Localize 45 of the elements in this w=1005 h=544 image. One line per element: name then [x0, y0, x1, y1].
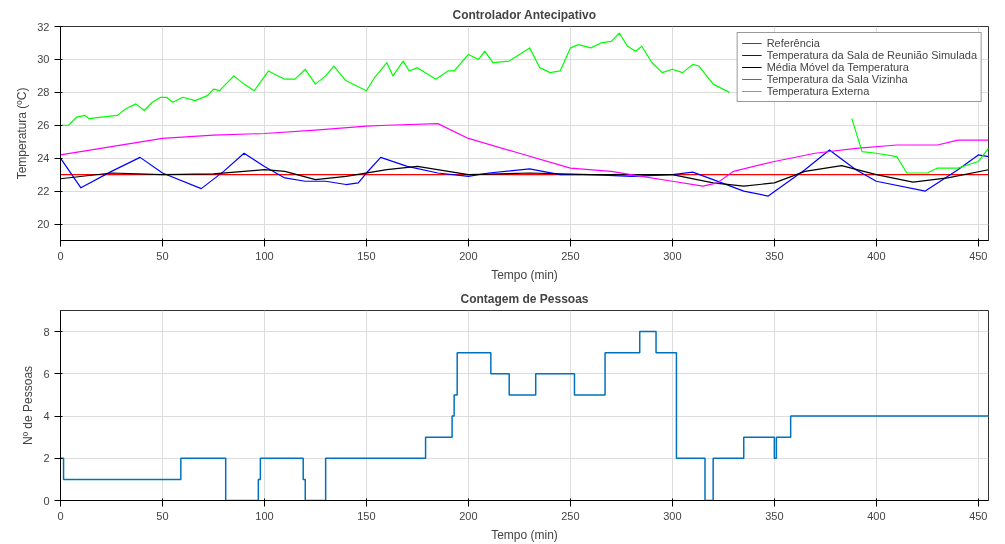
y-tick-label: 6	[43, 367, 50, 380]
x-tick-label: 450	[969, 509, 988, 522]
y-tick-label: 0	[43, 494, 50, 507]
x-tick-label: 450	[969, 249, 988, 262]
line-series	[60, 149, 989, 197]
x-tick-label: 300	[663, 249, 682, 262]
x-tick-label: 150	[357, 509, 376, 522]
y-tick-label: 26	[37, 119, 50, 132]
y-tick-label: 28	[37, 86, 50, 99]
x-tick-label: 200	[459, 509, 478, 522]
y-tick-label: 20	[37, 218, 50, 231]
x-tick-label: 150	[357, 249, 376, 262]
x-tick-label: 250	[561, 249, 580, 262]
x-tick-label: 400	[867, 509, 886, 522]
y-tick-label: 4	[43, 410, 50, 423]
x-tick-label: 350	[765, 249, 784, 262]
x-tick-label: 250	[561, 509, 580, 522]
x-tick-label: 100	[255, 509, 274, 522]
y-tick-label: 2	[43, 452, 50, 465]
line-series	[60, 123, 989, 187]
x-tick-label: 100	[255, 249, 274, 262]
legend-label: Média Móvel da Temperatura	[766, 61, 909, 73]
x-tick-label: 300	[663, 509, 682, 522]
y-axis-title: Nº de Pessoas	[21, 365, 36, 446]
legend-label: Temperatura da Sala de Reunião Simulada	[766, 49, 977, 61]
x-tick-label: 50	[156, 249, 169, 262]
x-tick-label: 0	[57, 509, 64, 522]
y-tick-label: 22	[37, 185, 50, 198]
y-tick-label: 8	[43, 325, 50, 338]
x-tick-label: 50	[156, 509, 169, 522]
legend-label: Temperatura Externa	[766, 85, 870, 97]
y-axis-title: Temperatura (ºC)	[15, 87, 30, 180]
legend-label: Temperatura da Sala Vizinha	[766, 73, 908, 85]
y-tick-label: 24	[37, 152, 50, 165]
x-axis-title: Tempo (min)	[491, 527, 558, 542]
chart-title: Controlador Antecipativo	[452, 7, 597, 22]
y-tick-label: 32	[37, 20, 50, 33]
x-tick-label: 0	[57, 249, 64, 262]
chart-title: Contagem de Pessoas	[460, 291, 589, 306]
legend-label: Referência	[766, 37, 820, 49]
x-tick-label: 400	[867, 249, 886, 262]
x-tick-label: 350	[765, 509, 784, 522]
x-tick-label: 200	[459, 249, 478, 262]
y-tick-label: 30	[37, 53, 50, 66]
x-axis-title: Tempo (min)	[491, 267, 558, 282]
